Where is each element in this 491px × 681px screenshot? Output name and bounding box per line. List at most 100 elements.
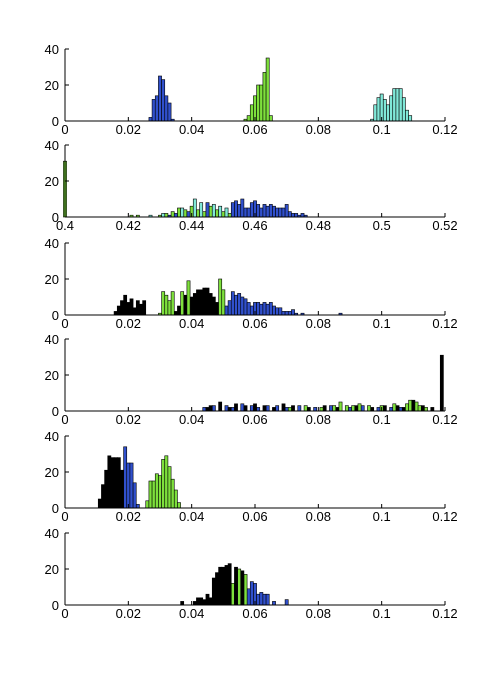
histogram-bar xyxy=(211,405,216,412)
histogram-bar xyxy=(215,302,219,316)
histogram-bar xyxy=(386,104,390,122)
histogram-bar xyxy=(116,457,121,509)
histogram-bar xyxy=(376,97,381,122)
histogram-bar xyxy=(382,405,387,412)
histogram-bar xyxy=(265,303,270,316)
histogram-bar xyxy=(202,407,207,412)
histogram-bar xyxy=(265,205,270,218)
histogram-bar xyxy=(243,405,248,412)
histogram-bar xyxy=(230,291,235,316)
histogram-bar xyxy=(227,300,232,316)
histogram-bar xyxy=(101,484,105,509)
y-tick-label: 20 xyxy=(45,562,59,577)
histogram-bar xyxy=(272,305,276,316)
histogram-bar xyxy=(104,469,109,509)
histogram-bar xyxy=(348,407,352,412)
x-tick-label: 0.04 xyxy=(179,412,204,427)
histogram-bar xyxy=(183,294,188,316)
histogram-bar xyxy=(132,482,137,509)
histogram-bar xyxy=(398,407,403,412)
histogram-bar xyxy=(275,307,280,316)
histogram-bar xyxy=(278,207,283,218)
histogram-bar xyxy=(272,407,276,412)
histogram-bar xyxy=(405,403,409,412)
series-3 xyxy=(224,291,343,316)
histogram-bar xyxy=(272,205,276,218)
histogram-bar xyxy=(259,592,264,606)
histogram-bar xyxy=(205,407,210,412)
histogram-bar xyxy=(202,211,207,218)
histogram-bar xyxy=(281,403,286,412)
histogram-bar xyxy=(272,601,276,606)
histogram-bar xyxy=(167,466,172,509)
histogram-bar xyxy=(170,478,175,509)
x-tick-label: 0.06 xyxy=(242,316,267,331)
histogram-bar xyxy=(357,403,362,412)
histogram-bar xyxy=(389,95,394,122)
histogram-bar xyxy=(164,294,169,316)
histogram-bar xyxy=(170,211,175,218)
histogram-bar xyxy=(180,291,185,316)
histogram-bar xyxy=(120,300,124,316)
x-tick-label: 0.06 xyxy=(242,509,267,524)
histogram-bar xyxy=(256,593,261,606)
histogram-bar xyxy=(256,204,261,218)
y-tick-label: 20 xyxy=(45,272,59,287)
histogram-bar xyxy=(123,446,128,509)
histogram-bar xyxy=(360,405,365,412)
histogram-bar xyxy=(439,354,444,412)
histogram-bar xyxy=(338,401,343,412)
histogram-bar xyxy=(265,405,270,412)
series-2 xyxy=(158,278,226,316)
histogram-bar xyxy=(240,198,245,218)
x-tick-label: 0.04 xyxy=(179,606,204,621)
histogram-bar xyxy=(284,204,289,218)
series-2 xyxy=(205,354,444,412)
histogram-panel-1: 0 0.02 0.04 0.06 0.08 0.1 0.12 0 20 40 xyxy=(45,42,458,137)
histogram-bar xyxy=(196,597,200,606)
histogram-bar xyxy=(379,93,384,122)
series-3 xyxy=(145,455,181,509)
histogram-bar xyxy=(211,296,216,316)
y-tick-label: 40 xyxy=(45,138,59,153)
histogram-bar xyxy=(234,294,238,316)
histogram-bar xyxy=(151,480,156,509)
series-2 xyxy=(243,57,273,122)
histogram-bar xyxy=(177,207,181,218)
histogram-bar xyxy=(154,473,159,509)
histogram-bar xyxy=(224,405,229,412)
histogram-bar xyxy=(202,599,207,606)
x-tick-label: 0.12 xyxy=(432,316,457,331)
histogram-bar xyxy=(180,601,185,606)
x-tick-label: 0.04 xyxy=(179,316,204,331)
histogram-bar xyxy=(373,104,378,122)
x-tick-label: 0.02 xyxy=(116,316,141,331)
histogram-bar xyxy=(161,79,166,122)
y-tick-label: 0 xyxy=(52,501,59,516)
histogram-bar xyxy=(401,407,406,412)
histogram-bar xyxy=(173,489,178,509)
y-tick-label: 20 xyxy=(45,465,59,480)
x-tick-label: 0.4 xyxy=(56,218,74,233)
x-tick-label: 0.5 xyxy=(373,218,391,233)
histogram-bar xyxy=(196,289,200,316)
histogram-bar xyxy=(240,570,245,606)
histogram-bar xyxy=(262,302,267,316)
histogram-bar xyxy=(370,407,375,412)
histogram-bar xyxy=(177,305,181,316)
histogram-bar xyxy=(164,213,169,218)
histogram-bar xyxy=(395,88,400,122)
y-tick-label: 40 xyxy=(45,42,59,57)
histogram-bar xyxy=(129,298,134,316)
histogram-bar xyxy=(313,407,318,412)
histogram-bar xyxy=(123,294,128,316)
histogram-bar xyxy=(344,405,349,412)
histogram-bar xyxy=(306,407,311,412)
histogram-bar xyxy=(291,405,295,412)
histogram-bar xyxy=(332,405,337,412)
y-tick-label: 40 xyxy=(45,332,59,347)
x-tick-label: 0.08 xyxy=(306,606,331,621)
histogram-bar xyxy=(398,88,403,122)
y-tick-label: 0 xyxy=(52,114,59,129)
histogram-bar xyxy=(142,300,147,316)
